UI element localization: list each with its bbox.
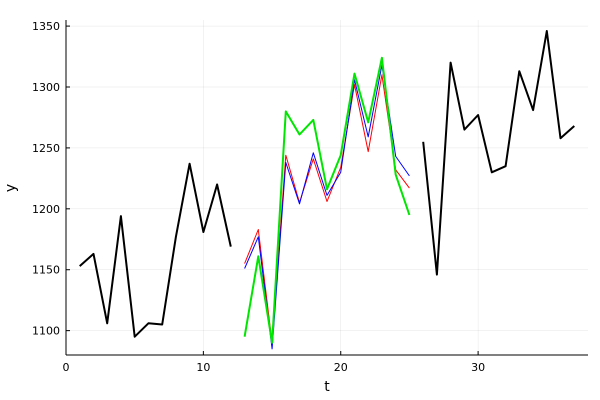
- y-tick-label: 1250: [32, 142, 60, 155]
- x-tick-label: 10: [196, 361, 210, 374]
- y-axis-label: y: [3, 184, 19, 192]
- y-tick-label: 1150: [32, 264, 60, 277]
- grid: [65, 20, 588, 355]
- x-ticks: 0 10 20 30: [63, 351, 485, 374]
- y-tick-label: 1100: [32, 325, 60, 338]
- y-ticks: 1100 1150 1200 1250 1300 1350: [32, 20, 70, 338]
- x-axis-label: t: [324, 379, 330, 395]
- series-line-3: [244, 64, 410, 350]
- series-group: [79, 30, 575, 350]
- series-line-5: [422, 30, 575, 276]
- axes: [65, 20, 588, 356]
- x-tick-label: 20: [334, 361, 348, 374]
- x-tick-label: 30: [471, 361, 485, 374]
- y-tick-label: 1200: [32, 203, 60, 216]
- x-tick-label: 0: [63, 361, 70, 374]
- series-line-4: [243, 56, 411, 344]
- y-tick-label: 1300: [32, 81, 60, 94]
- y-tick-label: 1350: [32, 20, 60, 33]
- series-line-1: [79, 162, 232, 338]
